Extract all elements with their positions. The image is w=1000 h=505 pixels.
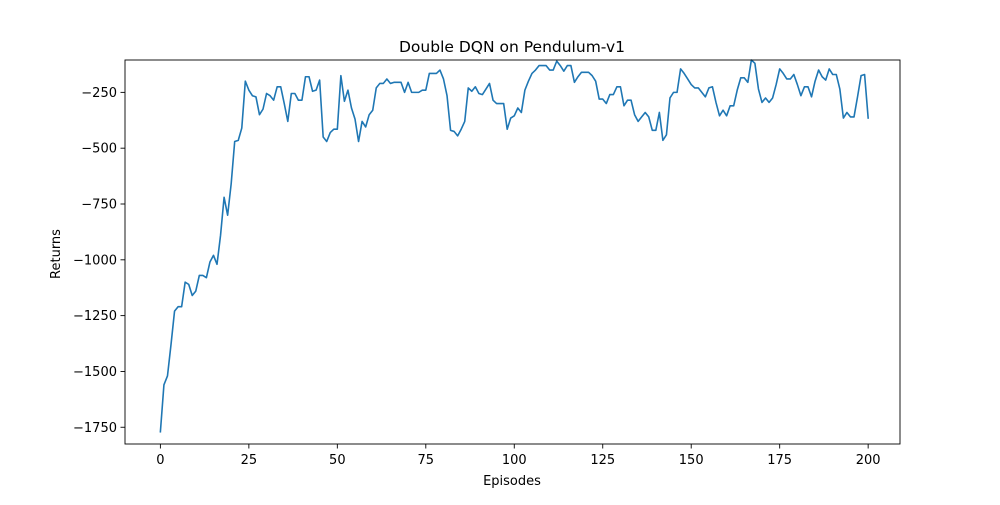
x-tick-label: 150 [679,453,704,468]
y-tick-label: −250 [81,86,117,101]
x-tick-label: 0 [156,453,164,468]
plot-area [125,60,900,444]
y-tick-label: −1500 [73,365,117,380]
plot-frame [124,59,901,445]
x-tick-label: 50 [329,453,346,468]
returns-line [159,59,870,433]
x-axis: 0 25 50 75 100 125 150 175 200 [156,444,881,468]
y-tick-label: −1250 [73,309,117,324]
y-tick-label: −1000 [73,253,117,268]
x-tick-label: 200 [856,453,881,468]
chart-title: Double DQN on Pendulum-v1 [399,38,625,56]
x-tick-label: 100 [502,453,527,468]
x-tick-label: 75 [418,453,435,468]
y-axis-label: Returns [49,229,64,279]
x-tick-label: 25 [241,453,258,468]
x-axis-label: Episodes [483,474,541,489]
x-tick-label: 175 [767,453,792,468]
y-axis: −250 −500 −750 −1000 −1250 −1500 −1750 [73,86,125,436]
x-tick-label: 125 [590,453,615,468]
y-tick-label: −1750 [73,421,117,436]
y-tick-label: −750 [81,198,117,213]
y-tick-label: −500 [81,142,117,157]
